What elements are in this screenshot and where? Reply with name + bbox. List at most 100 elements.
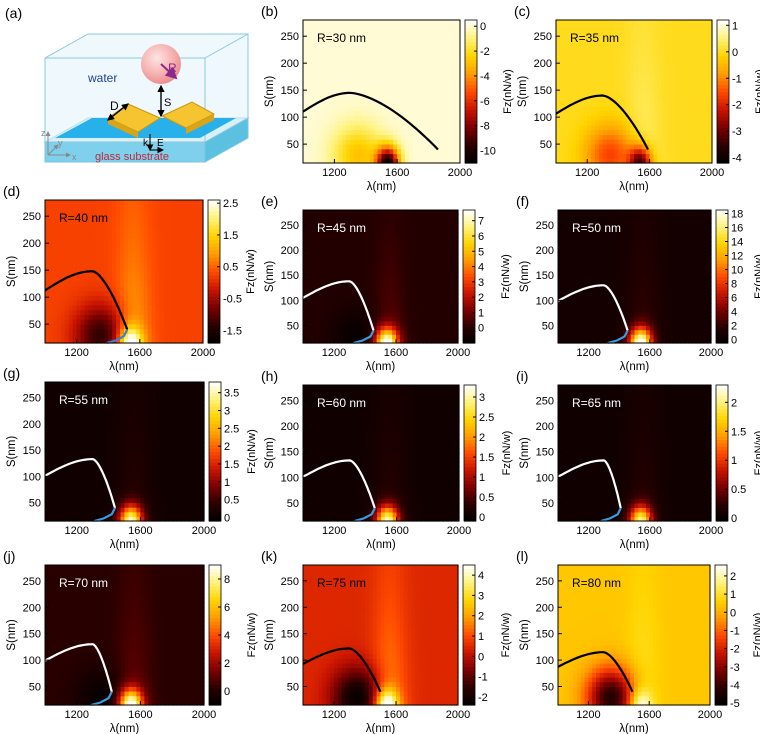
heatmap-cell: [318, 303, 323, 309]
heatmap-cell: [436, 153, 441, 159]
heatmap-cell: [389, 110, 394, 116]
heatmap-cell: [84, 261, 90, 268]
heatmap-cell: [381, 129, 387, 135]
heatmap-cell: [692, 58, 697, 64]
heatmap-cell: [444, 67, 449, 74]
heatmap-cell: [661, 148, 666, 155]
heatmap-cell: [322, 20, 328, 26]
heatmap-cell: [641, 124, 647, 131]
heatmap-cell: [676, 77, 682, 83]
heatmap-cell: [700, 48, 705, 54]
heatmap-cell: [408, 86, 414, 93]
heatmap-cell: [191, 209, 196, 215]
colorbar-segment: [208, 260, 220, 265]
heatmap-cell: [100, 242, 105, 249]
heatmap-cell: [696, 148, 701, 155]
heatmap-cell: [649, 129, 655, 135]
heatmap-cell: [637, 43, 643, 50]
heatmap-cell: [452, 153, 457, 159]
heatmap-cell: [357, 24, 363, 31]
heatmap-cell: [559, 34, 565, 40]
heatmap-cell: [384, 254, 389, 260]
heatmap-cell: [341, 232, 347, 238]
heatmap-cell: [377, 53, 383, 59]
heatmap-cell: [389, 124, 394, 131]
heatmap-cell: [559, 20, 565, 26]
heatmap-cell: [143, 338, 149, 344]
heatmap-cell: [56, 261, 62, 268]
heatmap-cell: [622, 91, 627, 97]
heatmap-cell: [76, 252, 82, 258]
heatmap-cell: [334, 289, 339, 295]
heatmap-cell: [384, 316, 389, 322]
heatmap-cell: [338, 77, 343, 83]
heatmap-cell: [444, 120, 449, 126]
heatmap-cell: [442, 280, 447, 286]
heatmap-cell: [48, 200, 54, 206]
heatmap-cell: [341, 245, 347, 251]
heatmap-cell: [76, 314, 82, 320]
heatmap-cell: [341, 320, 347, 326]
heatmap-cell: [456, 53, 461, 59]
y-tick-label: 100: [281, 112, 299, 124]
heatmap-cell: [373, 39, 379, 45]
heatmap-cell: [361, 53, 367, 59]
colorbar-segment: [208, 225, 220, 230]
heatmap-cell: [183, 204, 188, 211]
heatmap-cell: [143, 266, 149, 273]
heatmap-cell: [108, 266, 113, 273]
heatmap-cell: [571, 139, 577, 145]
heatmap-cell: [52, 242, 58, 249]
heatmap-cell: [369, 43, 375, 50]
heatmap-cell: [143, 223, 149, 230]
heatmap-cell: [354, 105, 359, 112]
heatmap-cell: [436, 120, 441, 126]
heatmap-cell: [131, 323, 137, 330]
heatmap-cell: [403, 280, 409, 286]
colorbar-segment: [208, 332, 220, 337]
heatmap-cell: [350, 120, 355, 126]
heatmap-cell: [104, 285, 109, 292]
heatmap-cell: [330, 316, 335, 322]
heatmap-cell: [56, 219, 62, 225]
heatmap-cell: [653, 58, 658, 64]
heatmap-cell: [448, 153, 453, 159]
heatmap-cell: [45, 209, 50, 215]
heatmap-cell: [622, 48, 627, 54]
heatmap-cell: [380, 294, 385, 300]
heatmap-cell: [427, 334, 432, 340]
heatmap-cell: [306, 158, 312, 164]
heatmap-cell: [661, 110, 666, 116]
heatmap-cell: [440, 115, 445, 121]
heatmap-cell: [396, 311, 401, 317]
heatmap-cell: [349, 263, 354, 269]
heatmap-cell: [318, 280, 323, 286]
heatmap-cell: [424, 86, 430, 93]
heatmap-cell: [116, 223, 121, 230]
heatmap-cell: [100, 266, 105, 273]
heatmap-cell: [104, 228, 109, 234]
heatmap-cell: [80, 200, 86, 206]
heatmap-cell: [432, 139, 438, 145]
heatmap-cell: [397, 81, 402, 88]
heatmap-cell: [127, 319, 133, 325]
heatmap-cell: [151, 290, 157, 296]
heatmap-cell: [167, 266, 172, 273]
heatmap-cell: [45, 281, 50, 287]
heatmap-cell: [430, 272, 436, 278]
x-tick-label: 2000: [448, 167, 472, 179]
heatmap-cell: [349, 267, 354, 273]
heatmap-cell: [680, 67, 686, 74]
heatmap-cell: [676, 91, 682, 97]
heatmap-cell: [376, 294, 382, 300]
colorbar-segment: [465, 23, 477, 28]
heatmap-cell: [408, 153, 414, 159]
heatmap-cell: [692, 29, 697, 35]
heatmap-cell: [45, 333, 50, 339]
heatmap-cell: [84, 309, 90, 315]
heatmap-cell: [665, 20, 670, 26]
colorbar-segment: [465, 41, 477, 46]
heatmap-cell: [430, 218, 436, 224]
heatmap-cell: [96, 238, 101, 244]
heatmap-cell: [330, 120, 335, 126]
